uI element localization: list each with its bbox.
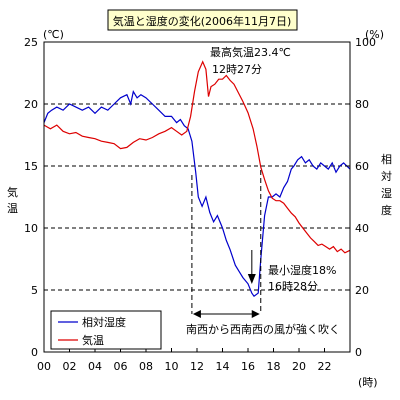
series-line-temperature [43, 60, 351, 254]
right-axis-unit: (%) [365, 28, 384, 41]
axes [43, 41, 351, 353]
right-tick-label-3: 60 [355, 160, 369, 173]
max-temp-annotation-line2: 12時27分 [212, 63, 262, 76]
x-tick-label-0: 00 [37, 360, 51, 373]
min-humidity-annotation-line2: 16時28分 [268, 280, 318, 293]
right-axis-label-char-2: 対 [381, 169, 392, 183]
left-tick-label-0: 0 [31, 346, 38, 359]
x-tick-label-11: 22 [318, 360, 332, 373]
series-lines [43, 60, 351, 298]
right-axis-label-char-1: 相 [381, 153, 392, 166]
right-axis-label-char-3: 湿 [381, 187, 392, 200]
left-tick-label-3: 15 [24, 160, 38, 173]
wind-annotation: 南西から西南西の風が強く吹く [186, 322, 340, 336]
legend-temperature-label: 気温 [82, 333, 104, 347]
max-temp-annotation-line1: 最高気温23.4℃ [210, 45, 291, 59]
x-tick-label-3: 06 [114, 360, 128, 373]
chart-title-box [107, 9, 298, 31]
plot-frame [43, 41, 351, 353]
left-tick-label-1: 5 [31, 284, 38, 297]
right-tick-label-0: 0 [355, 346, 362, 359]
right-tick-label-5: 100 [355, 36, 376, 49]
gridlines [44, 103, 350, 291]
left-axis-label-char-2: 温 [7, 202, 18, 215]
wind-span-arrowhead-right [251, 310, 260, 318]
left-tick-label-2: 10 [24, 222, 38, 235]
x-tick-label-8: 16 [241, 360, 255, 373]
left-tick-label-4: 20 [24, 98, 38, 111]
annotation-marks [191, 170, 262, 318]
legend-humidity-label: 相対湿度 [82, 315, 126, 329]
chart-title: 気温と湿度の変化(2006年11月7日) [113, 14, 292, 28]
x-tick-label-7: 14 [216, 360, 230, 373]
right-tick-label-2: 40 [355, 222, 369, 235]
wind-span-arrowhead-left [192, 310, 201, 318]
min-humidity-pointer-head [247, 274, 256, 284]
left-axis-unit: (℃) [43, 28, 64, 41]
left-axis-label-char-1: 気 [7, 185, 18, 199]
legend-box [50, 310, 162, 350]
tick-labels: 0 5 10 15 20 25 0 20 40 60 80 100 00 02 04 06 08 10 12 14 16… [24, 36, 376, 373]
x-tick-label-5: 10 [165, 360, 179, 373]
x-tick-label-10: 20 [292, 360, 306, 373]
x-axis-unit: (時) [358, 376, 378, 389]
x-tick-label-2: 04 [88, 360, 102, 373]
x-tick-label-4: 08 [139, 360, 153, 373]
series-line-humidity [43, 89, 351, 298]
left-tick-label-5: 25 [24, 36, 38, 49]
right-axis-label-char-4: 度 [381, 203, 392, 217]
right-tick-label-1: 20 [355, 284, 369, 297]
min-humidity-annotation-line1: 最小湿度18% [268, 263, 336, 277]
right-tick-label-4: 80 [355, 98, 369, 111]
x-tick-label-9: 18 [267, 360, 281, 373]
x-tick-label-1: 02 [63, 360, 77, 373]
x-tick-label-6: 12 [190, 360, 204, 373]
